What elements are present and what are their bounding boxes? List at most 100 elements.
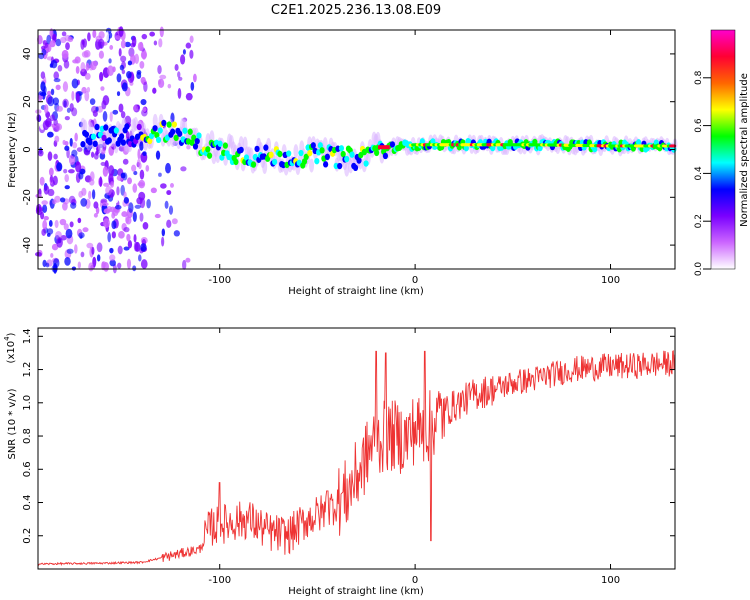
spectrogram-halo-mark xyxy=(215,149,221,164)
spectrogram-noise-mark xyxy=(136,197,143,205)
spectrogram-signal-mark xyxy=(286,150,292,157)
spectrogram-signal-mark xyxy=(90,133,97,140)
spectrogram-noise-mark xyxy=(109,111,113,122)
spectrogram-signal-mark xyxy=(356,157,362,164)
spectrogram-noise-mark xyxy=(123,226,130,233)
spectrogram-noise-mark xyxy=(41,228,46,236)
spectrogram-noise-mark xyxy=(62,98,69,108)
spectrogram-signal-mark xyxy=(103,124,109,131)
spectrogram-signal-mark xyxy=(344,155,350,163)
spectrogram-noise-mark xyxy=(139,61,145,69)
spectrogram-halo-mark xyxy=(262,160,268,175)
spectrogram-noise-mark xyxy=(71,149,78,157)
spectrogram-signal-mark xyxy=(250,161,257,168)
colorbar-tick-label: 0.0 xyxy=(694,262,704,277)
spectrogram-noise-mark xyxy=(177,87,182,99)
colorbar-label: Normalized spectral amplitude xyxy=(739,73,750,227)
spectrogram-noise-mark xyxy=(71,107,78,117)
spectrogram-noise-mark xyxy=(44,42,49,49)
spectrogram-noise-mark xyxy=(100,86,105,91)
spectrogram-signal-mark xyxy=(263,144,269,151)
spectrogram-noise-mark xyxy=(55,84,61,91)
spectrogram-noise-mark xyxy=(48,220,53,227)
spectrogram-noise-mark xyxy=(72,142,78,149)
spectrogram-signal-mark xyxy=(119,133,125,140)
spectrogram-noise-mark xyxy=(142,107,147,112)
spectrogram-noise-mark xyxy=(158,172,162,177)
spectrogram-noise-mark xyxy=(64,145,70,151)
spectrogram-signal-mark xyxy=(171,121,177,128)
spectrogram-noise-mark xyxy=(166,190,172,196)
spectrogram-noise-mark xyxy=(113,194,119,204)
spectrogram-noise-mark xyxy=(66,248,74,254)
spectrogram-noise-mark xyxy=(107,232,112,243)
spectrogram-signal-mark xyxy=(324,153,330,161)
spectrogram-noise-mark xyxy=(39,92,47,97)
spectrogram-signal-mark xyxy=(389,141,396,148)
spectrogram-noise-mark xyxy=(126,258,132,269)
spectrogram-halo-mark xyxy=(293,144,299,159)
spectrogram-noise-mark xyxy=(101,261,107,268)
spectrogram-xtick-label: -100 xyxy=(208,275,231,286)
spectrogram-noise-mark xyxy=(133,234,137,243)
spectrogram-noise-mark xyxy=(159,74,167,80)
spectrogram-noise-mark xyxy=(189,35,194,43)
spectrogram-noise-mark xyxy=(36,114,41,123)
spectrogram-signal-mark xyxy=(170,128,176,135)
spectrogram-signal-mark xyxy=(136,123,142,131)
spectrogram-noise-mark xyxy=(86,86,91,93)
spectrogram-marks xyxy=(35,26,678,274)
spectrogram-signal-mark xyxy=(113,127,119,134)
spectrogram-noise-mark xyxy=(64,256,71,266)
spectrogram-noise-mark xyxy=(109,254,116,262)
spectrogram-noise-mark xyxy=(137,148,141,160)
spectrogram-noise-mark xyxy=(47,151,53,161)
spectrogram-noise-mark xyxy=(45,262,50,268)
spectrogram-signal-mark xyxy=(254,145,260,153)
spectrogram-noise-mark xyxy=(82,227,89,233)
spectrogram-noise-mark xyxy=(63,168,68,174)
spectrogram-signal-mark xyxy=(374,149,380,157)
spectrogram-noise-mark xyxy=(52,175,58,186)
spectrogram-signal-mark xyxy=(189,139,195,146)
spectrogram-noise-mark xyxy=(120,55,127,63)
spectrogram-noise-mark xyxy=(54,219,59,229)
snr-panel: -100 0 100 0.2 0.4 0.6 0.8 1.0 1.2 1.4 Height of … xyxy=(3,327,676,597)
spectrogram-noise-mark xyxy=(89,98,96,106)
spectrogram-noise-mark xyxy=(143,81,148,93)
snr-series-line xyxy=(37,350,676,567)
spectrogram-signal-mark xyxy=(268,151,274,159)
spectrogram-signal-mark xyxy=(323,161,329,168)
spectrogram-noise-mark xyxy=(155,150,161,160)
spectrogram-noise-mark xyxy=(49,40,56,48)
spectrogram-noise-mark xyxy=(64,185,70,190)
spectrogram-signal-mark xyxy=(363,160,369,167)
spectrogram-noise-mark xyxy=(48,167,54,177)
snr-ytick-label: 0.4 xyxy=(22,495,33,511)
spectrogram-signal-mark xyxy=(272,158,278,166)
spectrogram-peak-mark xyxy=(671,144,677,148)
spectrogram-noise-mark xyxy=(102,111,108,122)
spectrogram-signal-mark xyxy=(636,139,642,146)
spectrogram-noise-mark xyxy=(42,259,47,268)
spectrogram-ytick-label: 40 xyxy=(22,48,33,61)
spectrogram-noise-mark xyxy=(89,178,95,186)
spectrogram-noise-mark xyxy=(131,164,137,172)
spectrogram-noise-mark xyxy=(83,50,91,58)
spectrogram-noise-mark xyxy=(62,202,68,211)
spectrogram-noise-mark xyxy=(43,104,49,114)
spectrogram-noise-mark xyxy=(57,65,63,72)
spectrogram-noise-mark xyxy=(185,92,193,101)
spectrogram-noise-mark xyxy=(62,81,69,92)
spectrogram-noise-mark xyxy=(97,38,105,49)
svg-text:(x104): (x104) xyxy=(3,332,17,363)
spectrogram-noise-mark xyxy=(150,187,157,194)
spectrogram-noise-mark xyxy=(152,87,157,94)
spectrogram-noise-mark xyxy=(46,90,52,96)
spectrogram-noise-mark xyxy=(74,244,78,254)
spectrogram-signal-mark xyxy=(298,149,304,157)
spectrogram-noise-mark xyxy=(137,182,145,187)
spectrogram-signal-mark xyxy=(152,125,158,132)
spectrogram-noise-mark xyxy=(81,86,87,94)
spectrogram-signal-mark xyxy=(177,130,183,137)
